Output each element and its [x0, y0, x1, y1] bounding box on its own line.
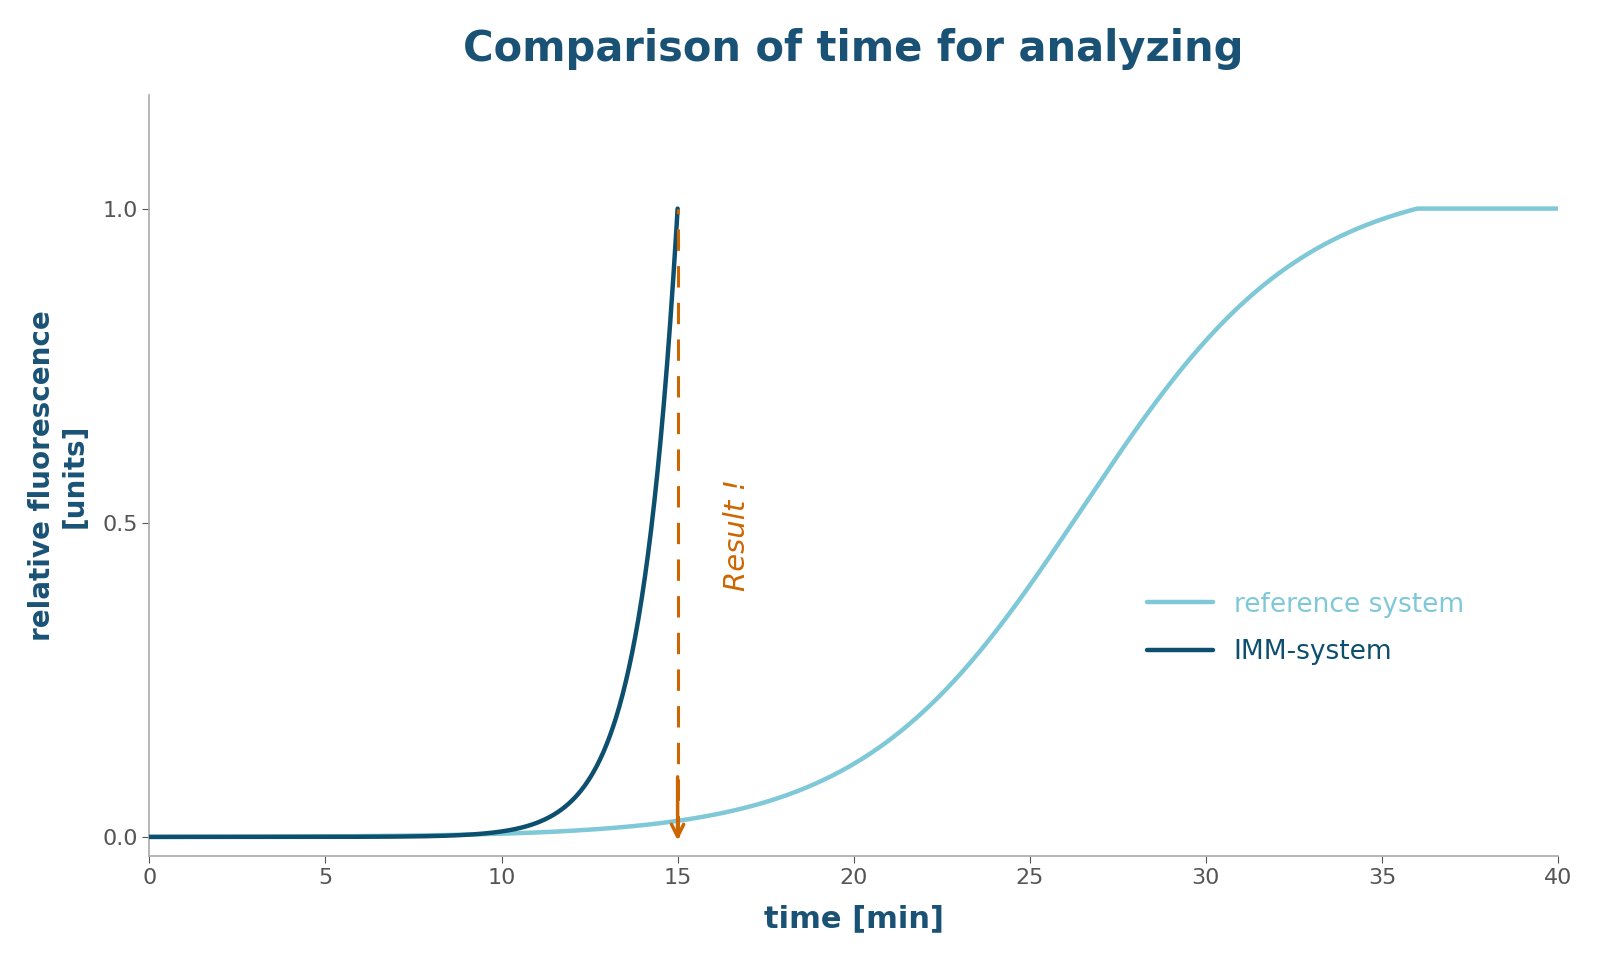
IMM-system — [426, 830, 445, 842]
IMM-system — [573, 783, 592, 795]
IMM-system — [669, 203, 688, 214]
reference system — [787, 785, 806, 797]
IMM-system — [454, 829, 474, 841]
reference system — [1509, 203, 1528, 214]
Y-axis label: relative fluorescence
[units]: relative fluorescence [units] — [27, 310, 88, 641]
Text: Result !: Result ! — [723, 480, 752, 591]
reference system — [1250, 283, 1269, 295]
X-axis label: time [min]: time [min] — [763, 904, 944, 933]
reference system — [1408, 203, 1427, 214]
IMM-system — [656, 385, 675, 397]
reference system — [1549, 203, 1568, 214]
reference system — [1507, 203, 1526, 214]
IMM-system — [139, 831, 158, 843]
Legend: reference system, IMM-system: reference system, IMM-system — [1136, 581, 1475, 676]
IMM-system — [390, 830, 410, 842]
reference system — [139, 831, 158, 843]
IMM-system — [394, 830, 413, 842]
Line: reference system: reference system — [149, 209, 1558, 837]
reference system — [824, 769, 843, 780]
reference system — [211, 831, 230, 843]
Title: Comparison of time for analyzing: Comparison of time for analyzing — [464, 28, 1243, 70]
Line: IMM-system: IMM-system — [149, 209, 678, 837]
